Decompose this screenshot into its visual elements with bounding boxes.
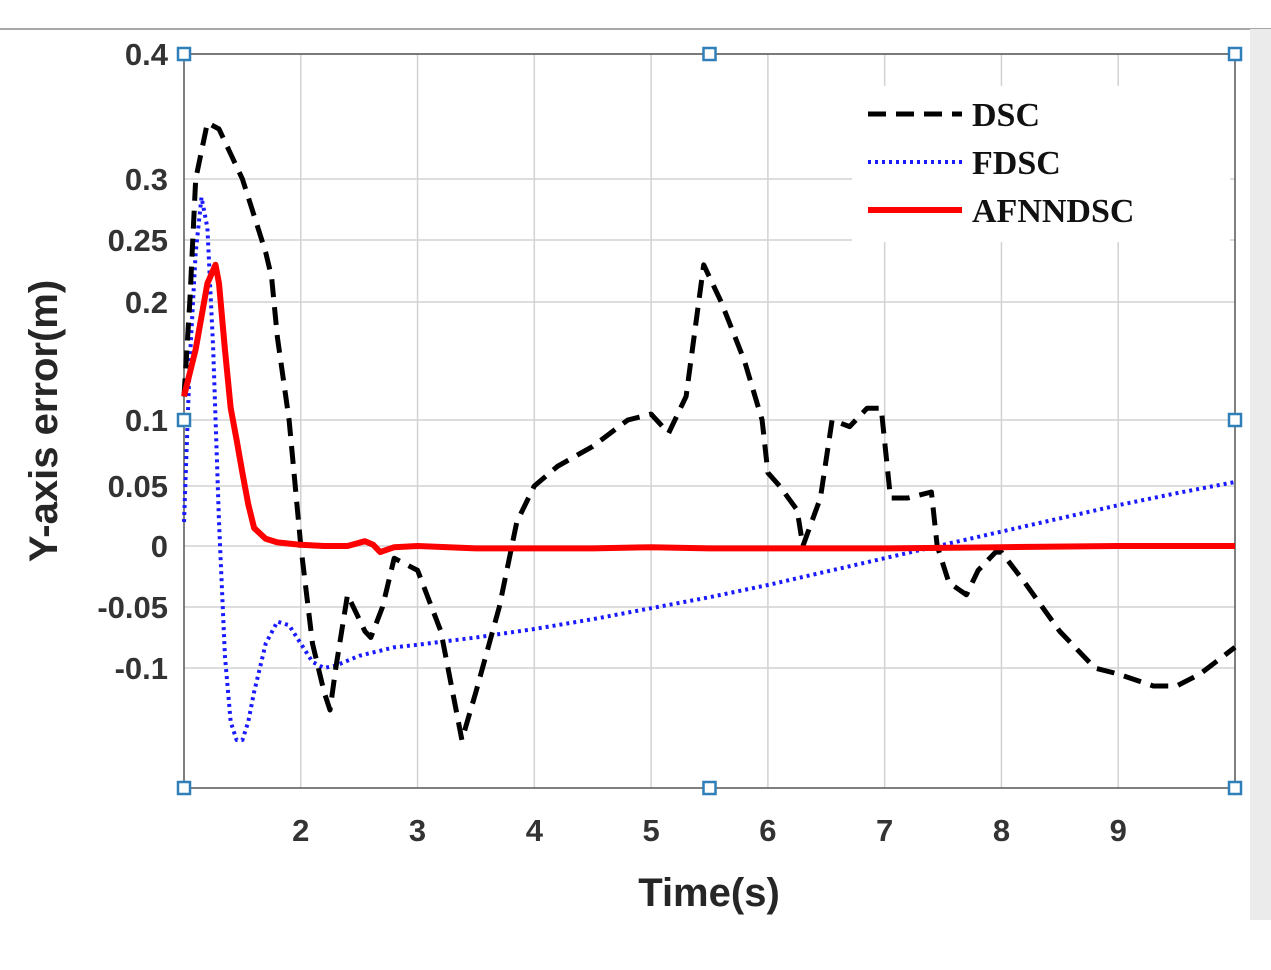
x-axis-label: Time(s)	[638, 871, 780, 915]
y-tick-label: 0.2	[125, 285, 168, 320]
x-tick-label: 6	[759, 813, 776, 848]
series-line-dsc	[181, 120, 1237, 743]
legend: DSC FDSC AFNNDSC	[852, 86, 1230, 242]
resize-handle[interactable]	[1227, 46, 1243, 62]
y-axis-label: Y-axis error(m)	[22, 280, 66, 562]
legend-box	[852, 86, 1230, 242]
legend-label-dsc: DSC	[972, 97, 1040, 134]
legend-label-afnndsc: AFNNDSC	[972, 193, 1134, 230]
x-tick-label: 9	[1110, 813, 1127, 848]
y-tick-label: -0.1	[115, 651, 168, 686]
series-line-fdsc	[182, 195, 1236, 742]
resize-handle[interactable]	[702, 46, 717, 62]
y-tick-label: 0.1	[125, 403, 168, 438]
y-tick-label: 0	[151, 529, 168, 564]
bottom-strip	[0, 920, 1271, 970]
x-tick-label: 4	[526, 813, 544, 848]
resize-handle[interactable]	[176, 46, 192, 62]
right-edge-strip	[1250, 29, 1271, 970]
y-tick-label: -0.05	[97, 590, 168, 625]
selection-handles[interactable]	[176, 46, 1243, 796]
x-tick-label: 7	[876, 813, 893, 848]
series-lines	[181, 120, 1237, 743]
x-tick-label: 8	[993, 813, 1010, 848]
y-tick-label: 0.25	[108, 223, 168, 258]
y-tick-label: 0.05	[108, 469, 168, 504]
y-tick-label: 0.3	[125, 162, 168, 197]
resize-handle[interactable]	[1227, 780, 1243, 796]
y-tick-label: 0.4	[125, 37, 169, 72]
x-tick-label: 5	[642, 813, 659, 848]
resize-handle[interactable]	[1227, 412, 1243, 428]
series-line-afnndsc	[181, 261, 1235, 556]
resize-handle[interactable]	[176, 412, 192, 428]
resize-handle[interactable]	[176, 780, 192, 796]
legend-label-fdsc: FDSC	[972, 145, 1061, 182]
y-tick-labels: -0.1 -0.05 0 0.05 0.1 0.2 0.25 0.3 0.4	[97, 37, 168, 686]
x-tick-label: 3	[409, 813, 426, 848]
x-tick-label: 2	[292, 813, 309, 848]
x-tick-labels: 2 3 4 5 6 7 8 9	[292, 813, 1127, 848]
resize-handle[interactable]	[702, 780, 717, 796]
